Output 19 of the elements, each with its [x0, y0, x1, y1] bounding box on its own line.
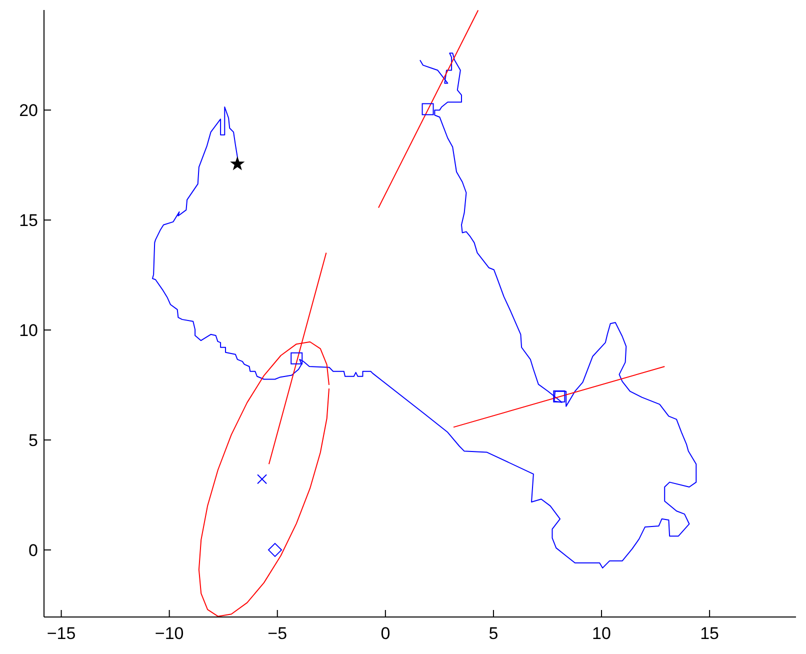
x-tick-label: 5 [488, 624, 498, 643]
point [268, 542, 282, 557]
y-tick-label: 5 [28, 430, 38, 450]
point [422, 103, 434, 116]
y-tick-label: 0 [28, 540, 38, 560]
point [230, 157, 244, 170]
x-tick-label: −10 [154, 624, 184, 643]
x-tick-label: −5 [268, 624, 288, 643]
point [290, 352, 303, 364]
y-tick-label: 15 [19, 210, 38, 230]
x-tick-label: −15 [46, 624, 76, 643]
line-series [152, 52, 697, 568]
point [257, 474, 268, 484]
x-tick-label: 10 [592, 624, 611, 643]
x-tick-label: 0 [380, 624, 390, 643]
x-tick-label: 15 [700, 624, 720, 643]
point [553, 390, 566, 402]
y-tick-label: 20 [19, 101, 38, 120]
y-tick-label: 10 [19, 320, 38, 340]
